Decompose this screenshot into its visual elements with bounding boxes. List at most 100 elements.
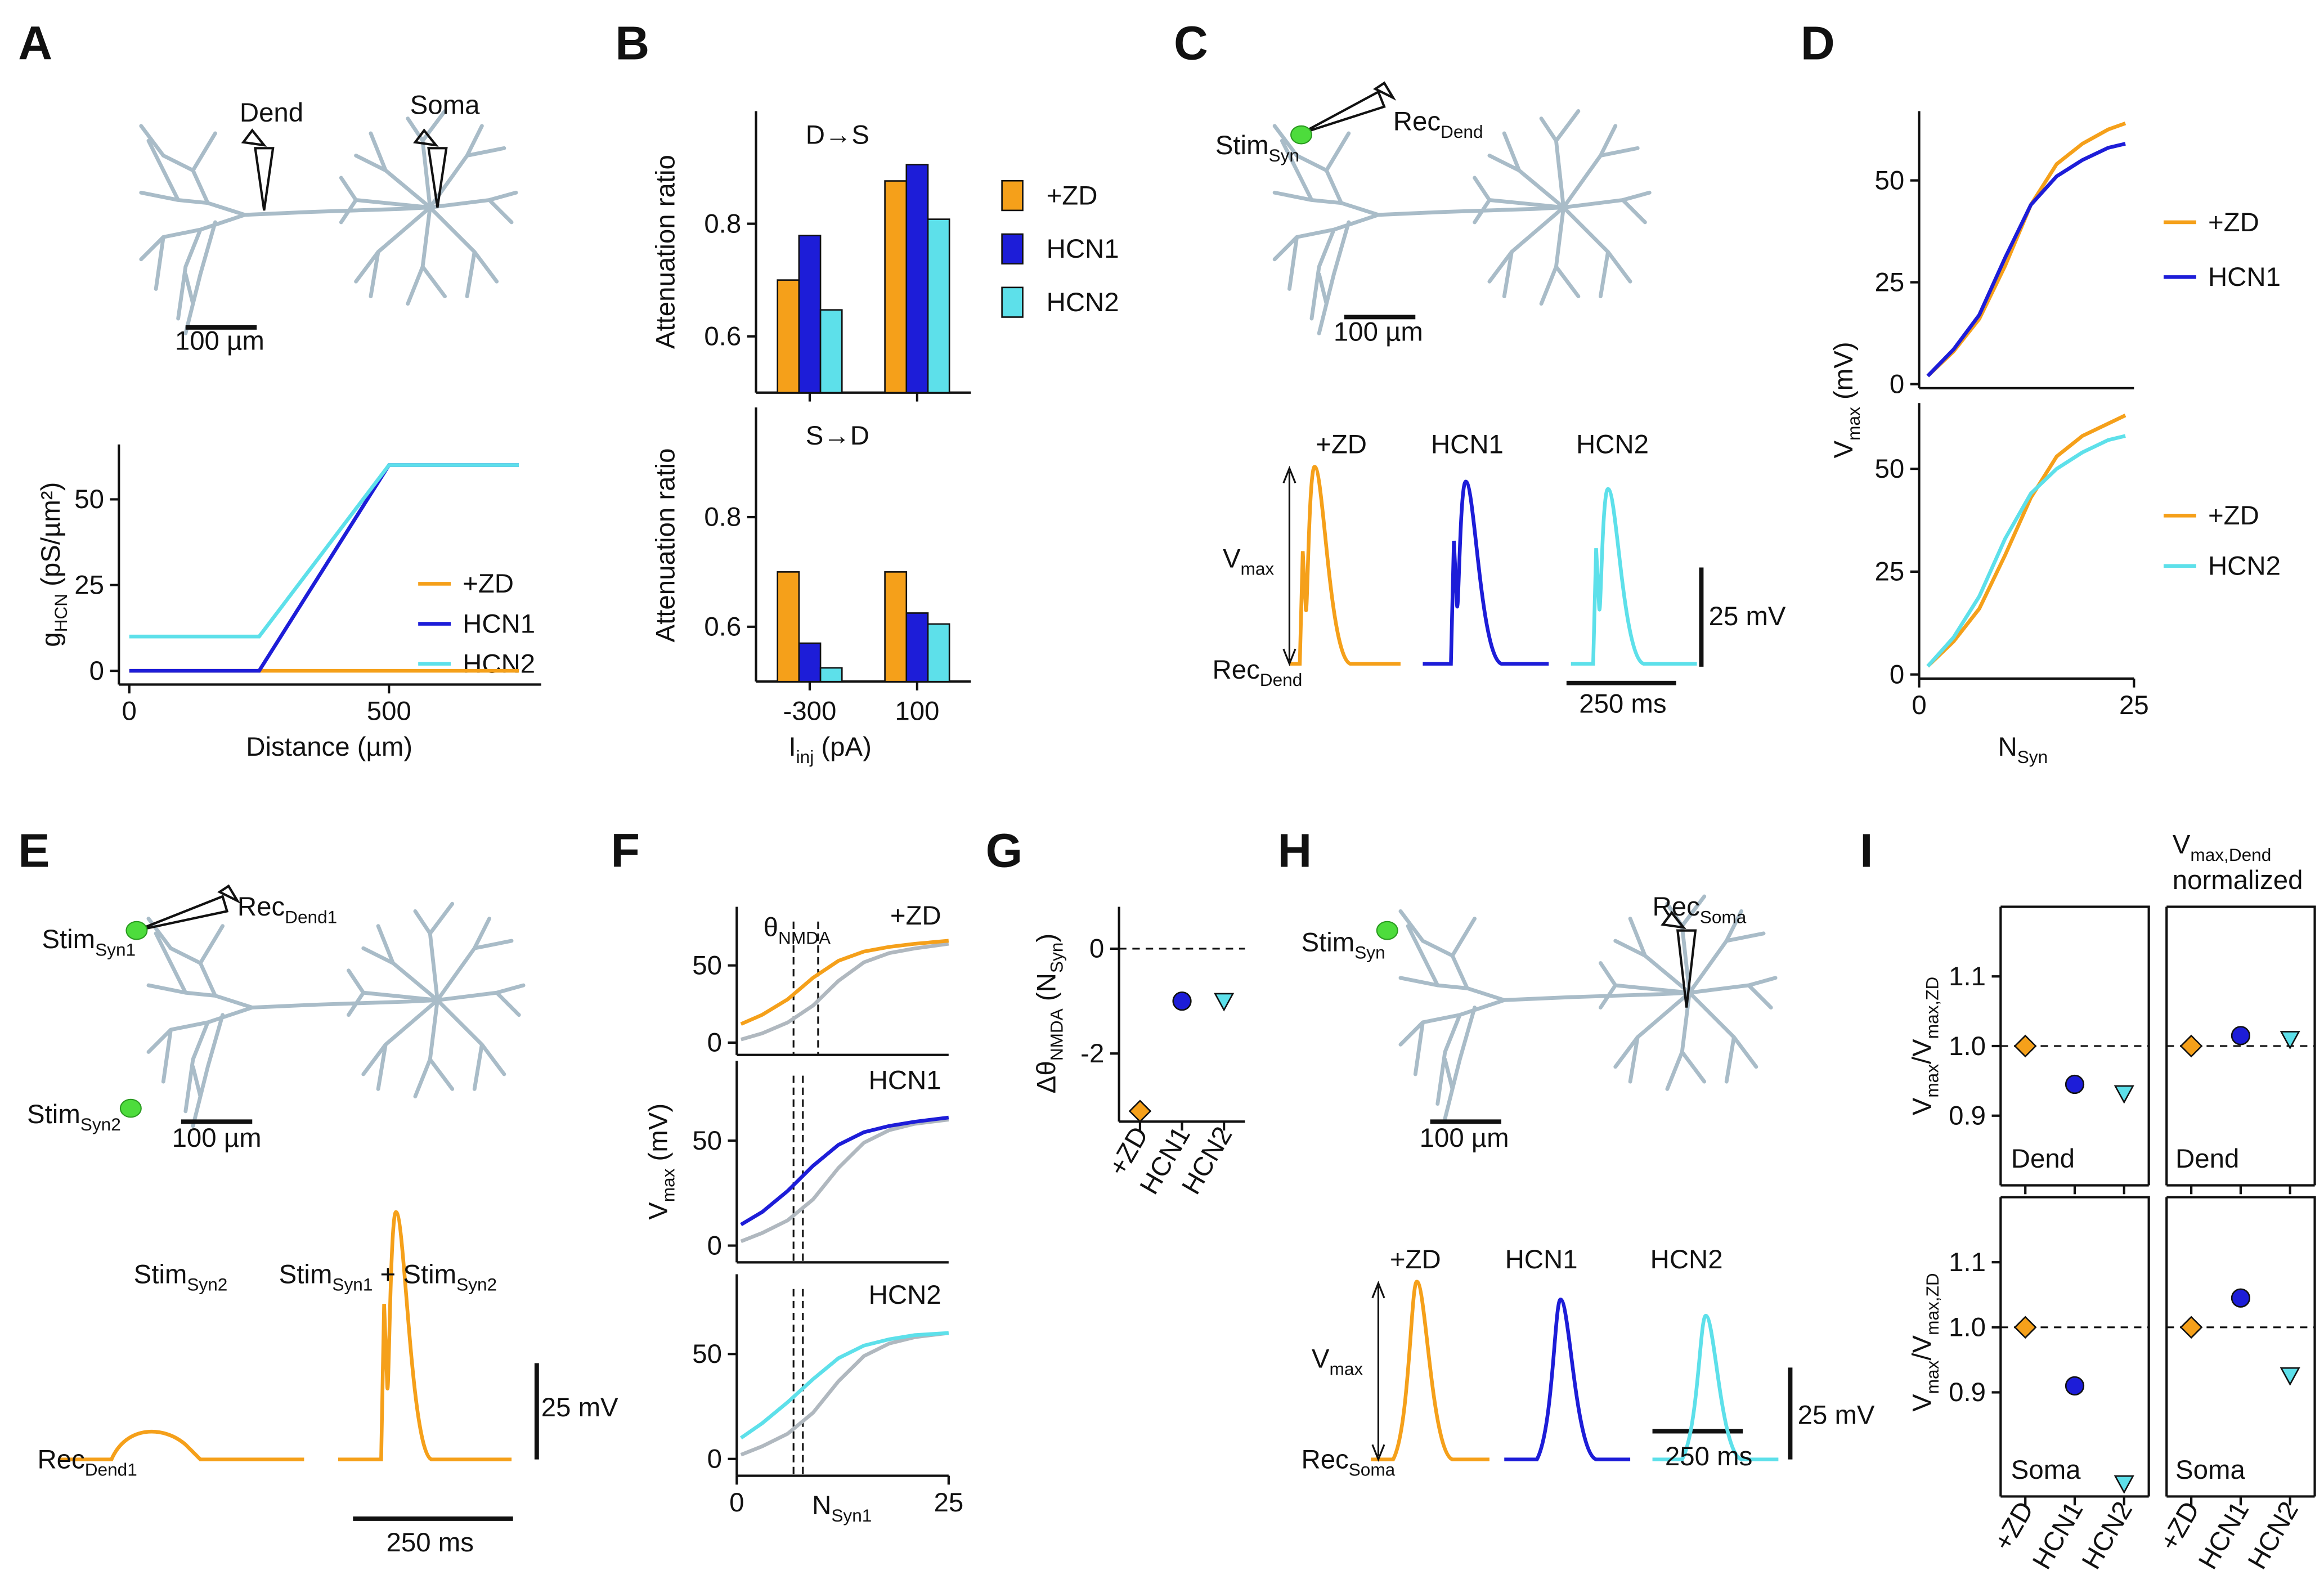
bar [905, 164, 929, 394]
series-line [1926, 434, 2126, 668]
marker [2231, 1026, 2251, 1045]
bar [819, 309, 843, 394]
trace [1423, 479, 1549, 666]
panel-letter: A [18, 16, 52, 69]
annotation: 25 mV [1798, 1400, 1875, 1430]
label-part: Rec [37, 1444, 84, 1474]
label-part: Soma [1700, 907, 1747, 927]
y-axis-label: ΔθNMDA (NSyn) [1031, 934, 1066, 1093]
y-tick-label: 0.8 [704, 502, 741, 532]
neuron-e [149, 904, 523, 1126]
marker [2065, 1074, 2085, 1094]
stimulators [119, 125, 1398, 1118]
annotation: 25 mV [1709, 602, 1786, 631]
annotation: StimSyn2 [134, 1259, 228, 1294]
chart-title: +ZD [890, 901, 941, 931]
neuron-c [1275, 111, 1649, 333]
label-part: Rec [1653, 892, 1700, 922]
label-part: max,Dend [2190, 845, 2271, 865]
x-tick-label: HCN2 [2076, 1497, 2138, 1574]
label-part: max [1922, 1064, 1942, 1098]
label-part: V [2173, 830, 2191, 860]
label-part: NMDA [778, 927, 831, 948]
bar [884, 571, 908, 683]
series-line [740, 1115, 949, 1227]
panel-letter: F [611, 824, 639, 877]
x-tick-label: -300 [783, 697, 837, 726]
marker [2179, 1034, 2203, 1058]
trace [1289, 465, 1401, 666]
legend-swatch [1001, 233, 1024, 265]
label-part: Syn [2017, 747, 2048, 767]
label-part: Syn [1047, 943, 1067, 973]
marker [2179, 1316, 2203, 1339]
label-part: Stim [134, 1259, 187, 1289]
trace [1371, 1280, 1489, 1461]
trace [1652, 1313, 1779, 1461]
label-part: Stim [279, 1259, 333, 1289]
bar [798, 235, 822, 394]
annotation: HCN2 [1650, 1245, 1723, 1275]
label-part: (pS/µm²) [36, 482, 66, 594]
trace [59, 1429, 304, 1461]
annotation: 100 µm [175, 326, 264, 356]
chart-title: HCN2 [869, 1280, 941, 1310]
panel-letter: B [615, 16, 649, 69]
label-part: max [1843, 407, 1864, 441]
annotation: RecSoma [1653, 892, 1747, 927]
legend-label: +ZD [1047, 181, 1098, 210]
y-axis-label: Vmax/Vmax,ZD [1908, 977, 1942, 1116]
label-part: Stim [1302, 927, 1355, 957]
bar [819, 667, 843, 683]
annotation: StimSyn1 + StimSyn2 [279, 1259, 497, 1294]
y-tick-label: 0.8 [704, 209, 741, 239]
neuron-a [141, 111, 516, 333]
legend-label: HCN2 [1047, 288, 1119, 317]
chart-title: S→D [806, 421, 869, 451]
annotation: Vmax [1223, 544, 1274, 578]
x-axis-label: NSyn1 [812, 1491, 872, 1525]
label-part: max [1922, 1360, 1942, 1394]
label-part: I [788, 732, 796, 762]
y-tick-label: 50 [692, 950, 722, 980]
x-axis-label: NSyn [1998, 732, 2048, 767]
frame [2000, 905, 2150, 1186]
x-tick-label: 500 [367, 697, 411, 726]
annotation: HCN1 [1431, 430, 1504, 460]
label-part: Dend [1441, 122, 1483, 142]
legend-swatch [1001, 180, 1024, 212]
label-part: inj [796, 747, 814, 767]
y-tick-label: 0 [707, 1231, 722, 1260]
panel-letter: C [1174, 16, 1208, 69]
panel-letter: G [986, 824, 1023, 877]
label-part: max [1241, 559, 1275, 579]
panel-tag: Soma [2175, 1455, 2245, 1485]
marker [1214, 993, 1235, 1012]
label-part: V [1908, 1097, 1937, 1115]
scale-bars [181, 315, 1793, 1521]
y-tick-label: 0 [707, 1028, 722, 1058]
legend-label: HCN1 [2208, 262, 2281, 292]
marker [2280, 1367, 2300, 1386]
y-tick-label: 1.0 [1949, 1313, 1986, 1343]
label-part: Rec [1393, 107, 1441, 137]
x-tick-label: 0 [1912, 690, 1926, 720]
neuron-h [1401, 896, 1775, 1119]
annotation: RecDend [1213, 655, 1303, 690]
label-part: max [658, 1168, 679, 1202]
y-tick-label: 50 [74, 484, 104, 514]
annotation: StimSyn1 [42, 925, 136, 959]
marker [1128, 1100, 1152, 1123]
label-part: Syn2 [187, 1274, 227, 1294]
x-axis-label: Distance (µm) [246, 732, 412, 762]
series-line [740, 939, 949, 1026]
label-part: (N [1031, 973, 1061, 1008]
label-part: NMDA [1047, 1008, 1067, 1061]
label-part: N [1998, 732, 2017, 762]
label-part: /V [1908, 1039, 1937, 1064]
y-tick-label: 0 [1890, 369, 1904, 399]
y-tick-label: 0.9 [1949, 1101, 1986, 1131]
bar [927, 623, 950, 683]
label-part: Stim [27, 1100, 80, 1129]
